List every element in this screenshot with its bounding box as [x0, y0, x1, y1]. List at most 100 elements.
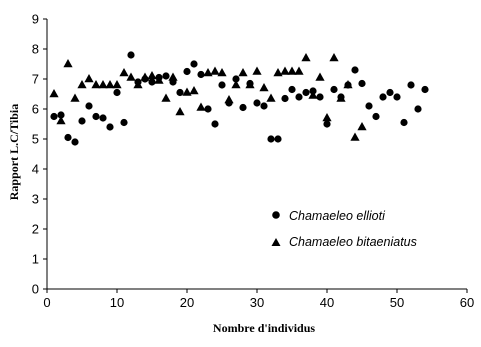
point-bitaeniatus — [224, 95, 234, 104]
point-bitaeniatus — [217, 68, 227, 77]
point-bitaeniatus — [126, 72, 136, 81]
point-ellioti — [239, 103, 247, 112]
point-ellioti — [113, 88, 121, 97]
point-ellioti — [267, 135, 275, 143]
point-ellioti — [99, 114, 107, 122]
point-bitaeniatus — [175, 107, 185, 116]
point-ellioti — [127, 51, 135, 59]
point-ellioti — [148, 78, 156, 86]
point-ellioti — [302, 88, 310, 97]
point-ellioti — [323, 120, 331, 128]
x-axis-title: Nombre d'individus — [213, 321, 315, 335]
y-tick-label: 9 — [32, 12, 39, 27]
point-bitaeniatus — [203, 68, 213, 77]
point-ellioti — [400, 118, 408, 127]
point-bitaeniatus — [182, 87, 192, 96]
y-tick-label: 8 — [32, 42, 39, 57]
point-bitaeniatus — [308, 90, 318, 99]
point-bitaeniatus — [189, 86, 199, 95]
point-bitaeniatus — [231, 80, 241, 89]
point-bitaeniatus — [357, 122, 367, 131]
point-bitaeniatus — [287, 66, 297, 75]
y-axis-title: Rapport L.C/Tibia — [7, 104, 21, 200]
point-bitaeniatus — [133, 80, 143, 89]
point-ellioti — [379, 93, 387, 101]
legend-label-ellioti: Chamaeleo ellioti — [289, 209, 386, 223]
point-ellioti — [365, 102, 373, 110]
point-ellioti — [351, 66, 359, 74]
point-bitaeniatus — [210, 66, 220, 75]
point-bitaeniatus — [63, 59, 73, 68]
point-ellioti — [162, 72, 170, 80]
point-ellioti — [85, 102, 93, 110]
y-tick-label: 7 — [32, 72, 39, 87]
point-ellioti — [253, 99, 261, 107]
point-bitaeniatus — [70, 93, 80, 102]
point-ellioti — [92, 112, 100, 121]
point-ellioti — [64, 133, 72, 142]
y-tick-label: 0 — [32, 282, 39, 297]
point-ellioti — [274, 135, 282, 143]
point-bitaeniatus — [238, 68, 248, 77]
y-tick-label: 6 — [32, 102, 39, 117]
point-ellioti — [71, 138, 79, 146]
point-ellioti — [414, 105, 422, 113]
point-ellioti — [211, 120, 219, 128]
ticks: 0 1 2 3 4 5 6 7 8 9 0 10 20 30 40 50 60 — [32, 12, 474, 311]
point-bitaeniatus — [273, 68, 283, 77]
point-ellioti — [183, 67, 191, 76]
x-tick-label: 50 — [390, 295, 404, 310]
point-bitaeniatus — [161, 93, 171, 102]
point-ellioti — [190, 60, 198, 68]
point-bitaeniatus — [322, 113, 332, 122]
point-bitaeniatus — [294, 66, 304, 75]
point-ellioti — [204, 105, 212, 113]
point-ellioti — [120, 118, 128, 127]
point-bitaeniatus — [168, 72, 178, 81]
x-tick-label: 20 — [180, 295, 194, 310]
point-ellioti — [281, 94, 289, 103]
point-bitaeniatus — [350, 132, 360, 141]
point-bitaeniatus — [301, 53, 311, 62]
point-ellioti — [78, 117, 86, 125]
x-tick-label: 10 — [110, 295, 124, 310]
point-bitaeniatus — [112, 80, 122, 89]
point-bitaeniatus — [315, 72, 325, 81]
point-bitaeniatus — [252, 66, 262, 75]
point-bitaeniatus — [245, 80, 255, 89]
point-ellioti — [57, 111, 65, 119]
x-tick-label: 60 — [460, 295, 474, 310]
point-bitaeniatus — [119, 68, 129, 77]
point-ellioti — [421, 85, 429, 94]
point-ellioti — [386, 88, 394, 97]
y-tick-label: 4 — [32, 162, 39, 177]
point-bitaeniatus — [56, 116, 66, 125]
point-ellioti — [330, 85, 338, 94]
point-ellioti — [232, 75, 240, 83]
x-tick-label: 0 — [43, 295, 50, 310]
point-ellioti — [288, 85, 296, 94]
point-ellioti — [407, 81, 415, 89]
point-bitaeniatus — [49, 89, 59, 98]
point-ellioti — [106, 123, 114, 131]
legend-marker-bitaeniatus — [271, 238, 281, 246]
point-bitaeniatus — [196, 102, 206, 111]
x-tick-label: 30 — [250, 295, 264, 310]
point-ellioti — [218, 81, 226, 89]
point-bitaeniatus — [259, 83, 269, 92]
data-points — [49, 51, 429, 146]
series-ellioti — [50, 51, 429, 146]
series-bitaeniatus — [49, 53, 367, 141]
y-tick-label: 3 — [32, 192, 39, 207]
point-bitaeniatus — [266, 93, 276, 102]
point-bitaeniatus — [343, 80, 353, 89]
point-bitaeniatus — [77, 80, 87, 89]
legend-label-bitaeniatus: Chamaeleo bitaeniatus — [289, 235, 417, 249]
point-ellioti — [176, 88, 184, 97]
point-ellioti — [50, 112, 58, 121]
y-tick-label: 5 — [32, 132, 39, 147]
point-ellioti — [393, 93, 401, 101]
y-tick-label: 2 — [32, 222, 39, 237]
legend: Chamaeleo ellioti Chamaeleo bitaeniatus — [271, 209, 417, 249]
